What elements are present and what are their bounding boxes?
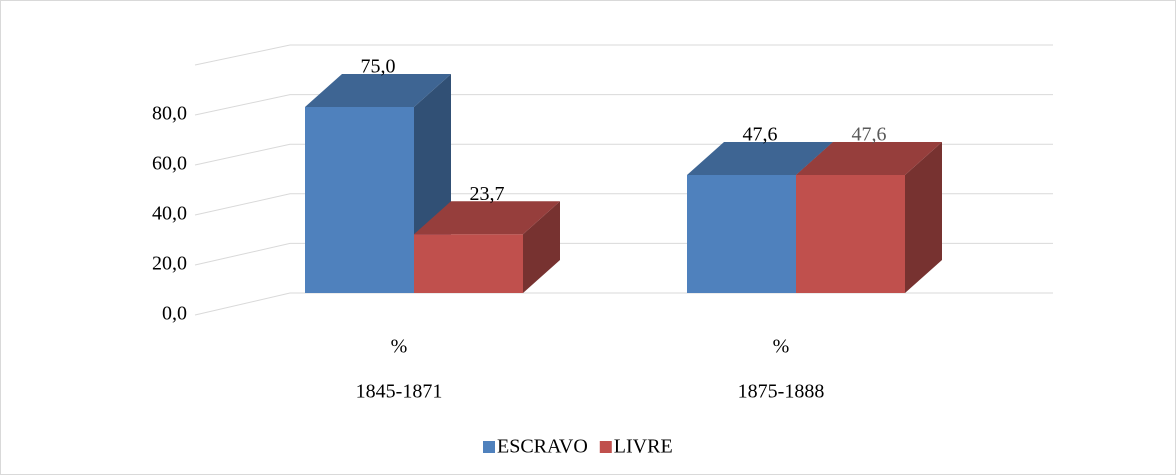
grid-line bbox=[194, 94, 1053, 116]
legend-swatch bbox=[599, 441, 612, 453]
y-tick-label: 40,0 bbox=[152, 203, 187, 225]
x-tick-label: 1845-1871 bbox=[356, 381, 443, 403]
x-tick-sublabel: % bbox=[773, 336, 790, 358]
bar bbox=[687, 174, 796, 293]
bar bbox=[414, 234, 523, 293]
data-label: 47,6 bbox=[852, 124, 887, 146]
x-tick-label: 1875-1888 bbox=[738, 381, 825, 403]
bar-top bbox=[414, 201, 560, 235]
bar-top bbox=[305, 74, 451, 107]
y-tick-label: 20,0 bbox=[152, 253, 187, 275]
data-label: 47,6 bbox=[743, 124, 778, 146]
y-tick-label: 60,0 bbox=[152, 153, 187, 175]
bar bbox=[305, 107, 414, 293]
bar-side bbox=[523, 201, 560, 293]
legend-label: ESCRAVO bbox=[497, 436, 588, 458]
legend-label: LIVRE bbox=[614, 436, 673, 458]
bar-top bbox=[687, 141, 833, 175]
bar-top bbox=[796, 141, 942, 175]
legend-swatch bbox=[483, 441, 495, 453]
data-label: 75,0 bbox=[361, 56, 396, 78]
x-tick-sublabel: % bbox=[391, 336, 408, 358]
grid-line bbox=[194, 44, 1053, 66]
bar-side bbox=[905, 141, 942, 293]
data-label: 23,7 bbox=[470, 183, 505, 205]
bar bbox=[796, 174, 905, 293]
y-tick-label: 0,0 bbox=[162, 303, 187, 325]
y-tick-label: 80,0 bbox=[152, 103, 187, 125]
